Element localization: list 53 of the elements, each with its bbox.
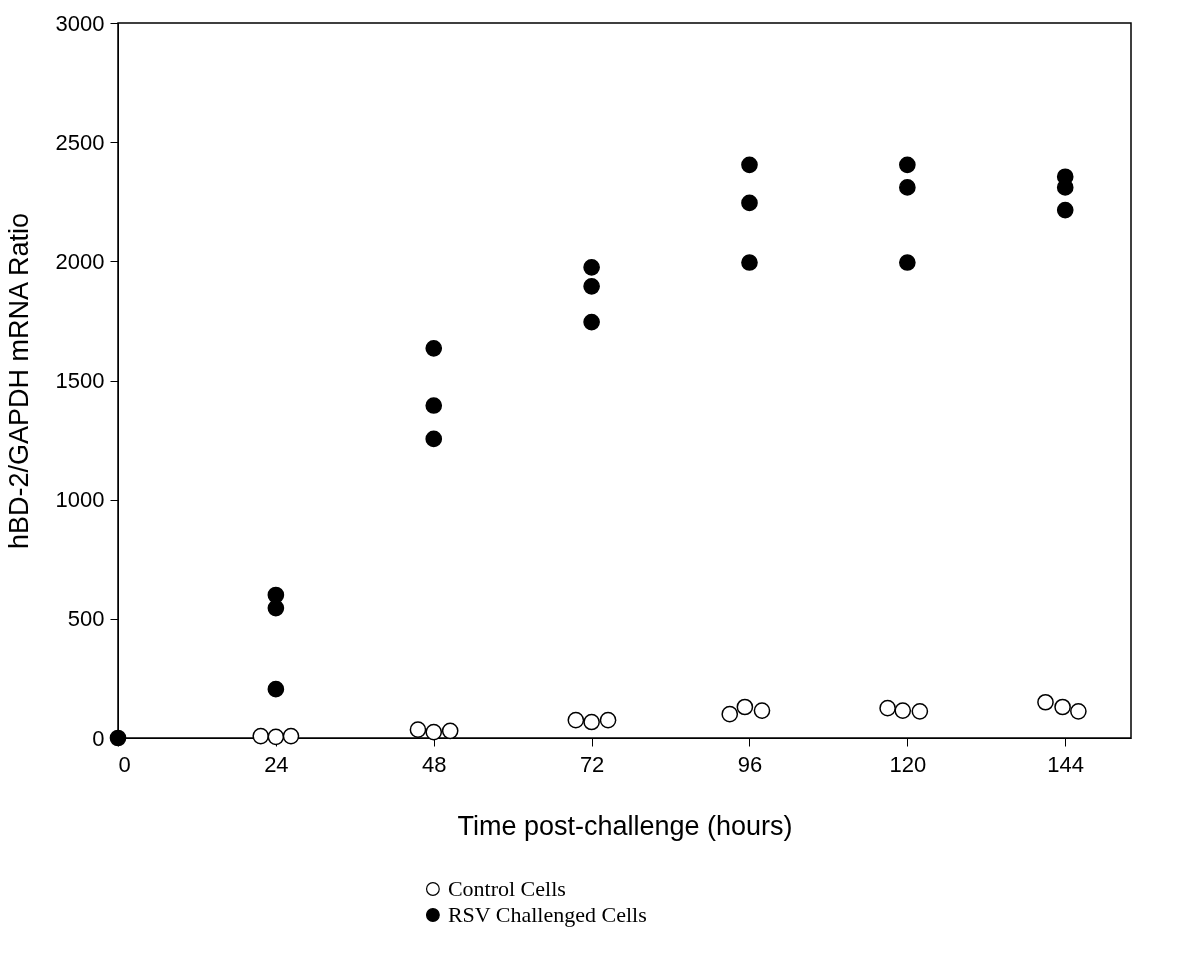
point — [1037, 693, 1054, 711]
point — [583, 713, 600, 731]
point — [899, 156, 916, 174]
legend-label: RSV Challenged Cells — [447, 902, 647, 927]
x-axis-title: Time post-challenge (hours) — [457, 810, 793, 841]
y-axis-title: hBD-2/GAPDH mRNA Ratio — [3, 212, 34, 550]
point — [1070, 702, 1087, 720]
x-tick-label: 72 — [579, 751, 605, 777]
point — [441, 722, 459, 740]
legend-label: Control Cells — [447, 876, 566, 901]
y-tick-label: 1500 — [55, 368, 105, 393]
point — [109, 729, 127, 747]
x-tick-label: 48 — [422, 751, 447, 777]
y-tick-label: 500 — [67, 606, 105, 632]
x-tick-label: 0 — [118, 751, 131, 777]
point — [425, 430, 443, 448]
x-tick-label: 96 — [737, 751, 763, 777]
point — [583, 278, 600, 295]
point — [583, 313, 600, 331]
y-tick-label: 3000 — [55, 10, 105, 36]
point — [267, 728, 285, 746]
point — [736, 698, 754, 716]
point — [583, 258, 600, 276]
y-tick-label: 1000 — [55, 487, 105, 513]
point — [741, 194, 758, 212]
point — [1056, 201, 1074, 219]
point — [741, 254, 758, 271]
point — [899, 179, 916, 196]
point — [911, 702, 929, 720]
point — [721, 705, 739, 723]
point — [894, 702, 912, 719]
point — [899, 254, 916, 271]
point — [267, 599, 285, 617]
point — [425, 397, 443, 414]
y-tick-label: 2500 — [55, 129, 105, 155]
x-tick-label: 120 — [889, 751, 927, 777]
point — [599, 711, 617, 729]
point — [425, 340, 443, 357]
x-tick-label: 24 — [264, 751, 289, 777]
point — [252, 727, 270, 745]
point — [425, 723, 443, 741]
point — [282, 727, 300, 745]
y-tick-label: 0 — [92, 725, 105, 751]
point — [741, 156, 758, 174]
y-tick-label: 2000 — [55, 248, 105, 274]
point — [409, 721, 427, 738]
point — [1054, 698, 1071, 716]
point — [1056, 179, 1074, 196]
point — [753, 702, 771, 719]
point — [879, 699, 896, 717]
point — [567, 711, 585, 729]
x-tick-label: 144 — [1047, 751, 1085, 777]
point — [267, 680, 285, 698]
